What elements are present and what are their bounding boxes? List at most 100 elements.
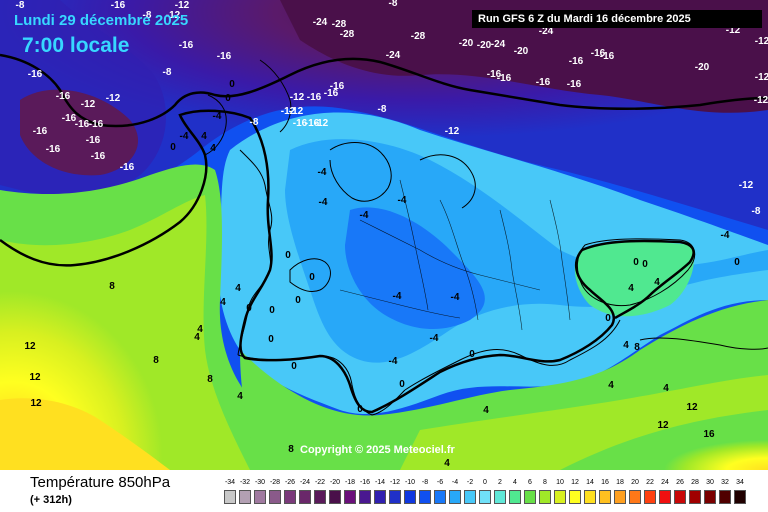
temperature-label: -8 xyxy=(250,117,259,128)
temperature-label: 0 xyxy=(170,142,176,153)
temperature-label: -4 xyxy=(318,167,327,178)
scale-swatch xyxy=(539,490,551,504)
scale-tick-label: -16 xyxy=(359,479,371,486)
temperature-label: 12 xyxy=(24,341,36,352)
scale-swatch xyxy=(584,490,596,504)
temperature-label: -4 xyxy=(389,356,398,367)
color-scale: -34 -32 -30 -28 -26 -24 -22 -20 -18 -16 -14 -12 -10-… xyxy=(224,479,754,509)
temperature-label: -12 xyxy=(166,10,181,21)
scale-tick-label: -30 xyxy=(254,479,266,486)
scale-tick-label: 14 xyxy=(586,479,594,486)
temperature-label: 0 xyxy=(229,79,235,90)
scale-swatch xyxy=(689,490,701,504)
temperature-label: 8 xyxy=(288,444,294,455)
temperature-label: -16 xyxy=(324,88,339,99)
warm-core-southwest xyxy=(0,398,170,470)
scale-swatch xyxy=(599,490,611,504)
scale-swatch xyxy=(329,490,341,504)
temperature-label: -8 xyxy=(389,0,398,9)
temperature-label: 0 xyxy=(246,303,252,314)
scale-swatch xyxy=(524,490,536,504)
scale-swatch xyxy=(314,490,326,504)
temperature-label: -8 xyxy=(163,67,172,78)
scale-tick-label: 10 xyxy=(556,479,564,486)
temperature-label: 0 xyxy=(399,379,405,390)
scale-tick-label: 26 xyxy=(676,479,684,486)
legend-footer: Température 850hPa (+ 312h) -34 -32 -30 -28… xyxy=(0,470,768,512)
temperature-label: 4 xyxy=(220,297,226,308)
scale-tick-label: 24 xyxy=(661,479,669,486)
temperature-label: 12 xyxy=(657,420,669,431)
scale-tick-label: -34 xyxy=(224,479,236,486)
scale-swatch xyxy=(569,490,581,504)
temperature-label: -28 xyxy=(332,19,347,30)
temperature-label: 0 xyxy=(309,272,315,283)
temperature-label: 0 xyxy=(295,295,301,306)
temperature-label: 8 xyxy=(109,281,115,292)
temperature-label: -12 xyxy=(81,99,96,110)
scale-tick-label: -32 xyxy=(239,479,251,486)
temperature-label: -12 xyxy=(755,36,768,47)
temperature-label: -8 xyxy=(143,10,152,21)
scale-tick-label: 30 xyxy=(706,479,714,486)
temperature-label: -16 xyxy=(497,73,512,84)
temperature-label: -12 xyxy=(754,95,768,106)
temperature-label: -16 xyxy=(179,40,194,51)
temperature-label: -16 xyxy=(487,69,502,80)
scale-tick-label: -26 xyxy=(284,479,296,486)
temperature-label: -12 xyxy=(289,106,304,117)
temperature-labels: -8 -16 -12-8 -12-16-16-8-16-16-12-12-16-16-… xyxy=(16,0,768,469)
temperature-label: -16 xyxy=(307,92,322,103)
temperature-map: -8 -16 -12-8 -12-16-16-8-16-16-12-12-16-16-… xyxy=(0,0,768,470)
scale-tick-label: -20 xyxy=(329,479,341,486)
temperature-label: -16 xyxy=(89,119,104,130)
temperature-label: 0 xyxy=(734,257,740,268)
temperature-label: 0 xyxy=(291,361,297,372)
scale-swatch xyxy=(299,490,311,504)
temperature-label: -20 xyxy=(459,38,474,49)
temperature-label: -4 xyxy=(451,292,460,303)
scale-tick-label: 16 xyxy=(601,479,609,486)
scale-swatch xyxy=(674,490,686,504)
scale-swatch xyxy=(704,490,716,504)
scale-swatch xyxy=(509,490,521,504)
scale-swatch xyxy=(419,490,431,504)
temperature-label: -12 xyxy=(281,106,296,117)
temperature-label: 16 xyxy=(703,429,715,440)
temperature-label: 4 xyxy=(197,324,203,335)
scale-tick-label: -28 xyxy=(269,479,281,486)
temperature-label: 4 xyxy=(237,391,243,402)
scale-swatch xyxy=(389,490,401,504)
temperature-label: 4 xyxy=(235,283,241,294)
temperature-label: 0 xyxy=(268,334,274,345)
temperature-label: -16 xyxy=(600,51,615,62)
temperature-label: -24 xyxy=(491,39,506,50)
temperature-label: -8 xyxy=(378,104,387,115)
temperature-label: -16 xyxy=(46,144,61,155)
temperature-label: -16 xyxy=(33,126,48,137)
forecast-offset: (+ 312h) xyxy=(30,494,72,506)
scale-swatch xyxy=(614,490,626,504)
scale-swatch xyxy=(224,490,236,504)
scale-tick-label: 4 xyxy=(513,479,517,486)
temperature-label: -4 xyxy=(721,230,730,241)
temperature-label: 0 xyxy=(605,313,611,324)
temperature-label: -16 xyxy=(591,48,606,59)
temperature-label: -16 xyxy=(62,113,77,124)
temperature-label: -4 xyxy=(430,333,439,344)
temperature-label: -16 xyxy=(56,91,71,102)
warm-zone-southeast xyxy=(560,410,768,470)
temperature-label: -12 xyxy=(445,126,460,137)
temperature-label: 4 xyxy=(654,277,660,288)
temperature-label: -20 xyxy=(695,62,710,73)
scale-swatch xyxy=(239,490,251,504)
atlantic-core-low xyxy=(20,89,139,176)
zero-isotherm xyxy=(0,109,695,414)
temperature-label: -20 xyxy=(477,40,492,51)
temperature-label: -16 xyxy=(217,51,232,62)
temperature-label: -16 xyxy=(536,77,551,88)
temperature-label: 4 xyxy=(663,383,669,394)
temperature-label: -16 xyxy=(86,135,101,146)
forecast-local-time: 7:00 locale xyxy=(22,34,130,57)
